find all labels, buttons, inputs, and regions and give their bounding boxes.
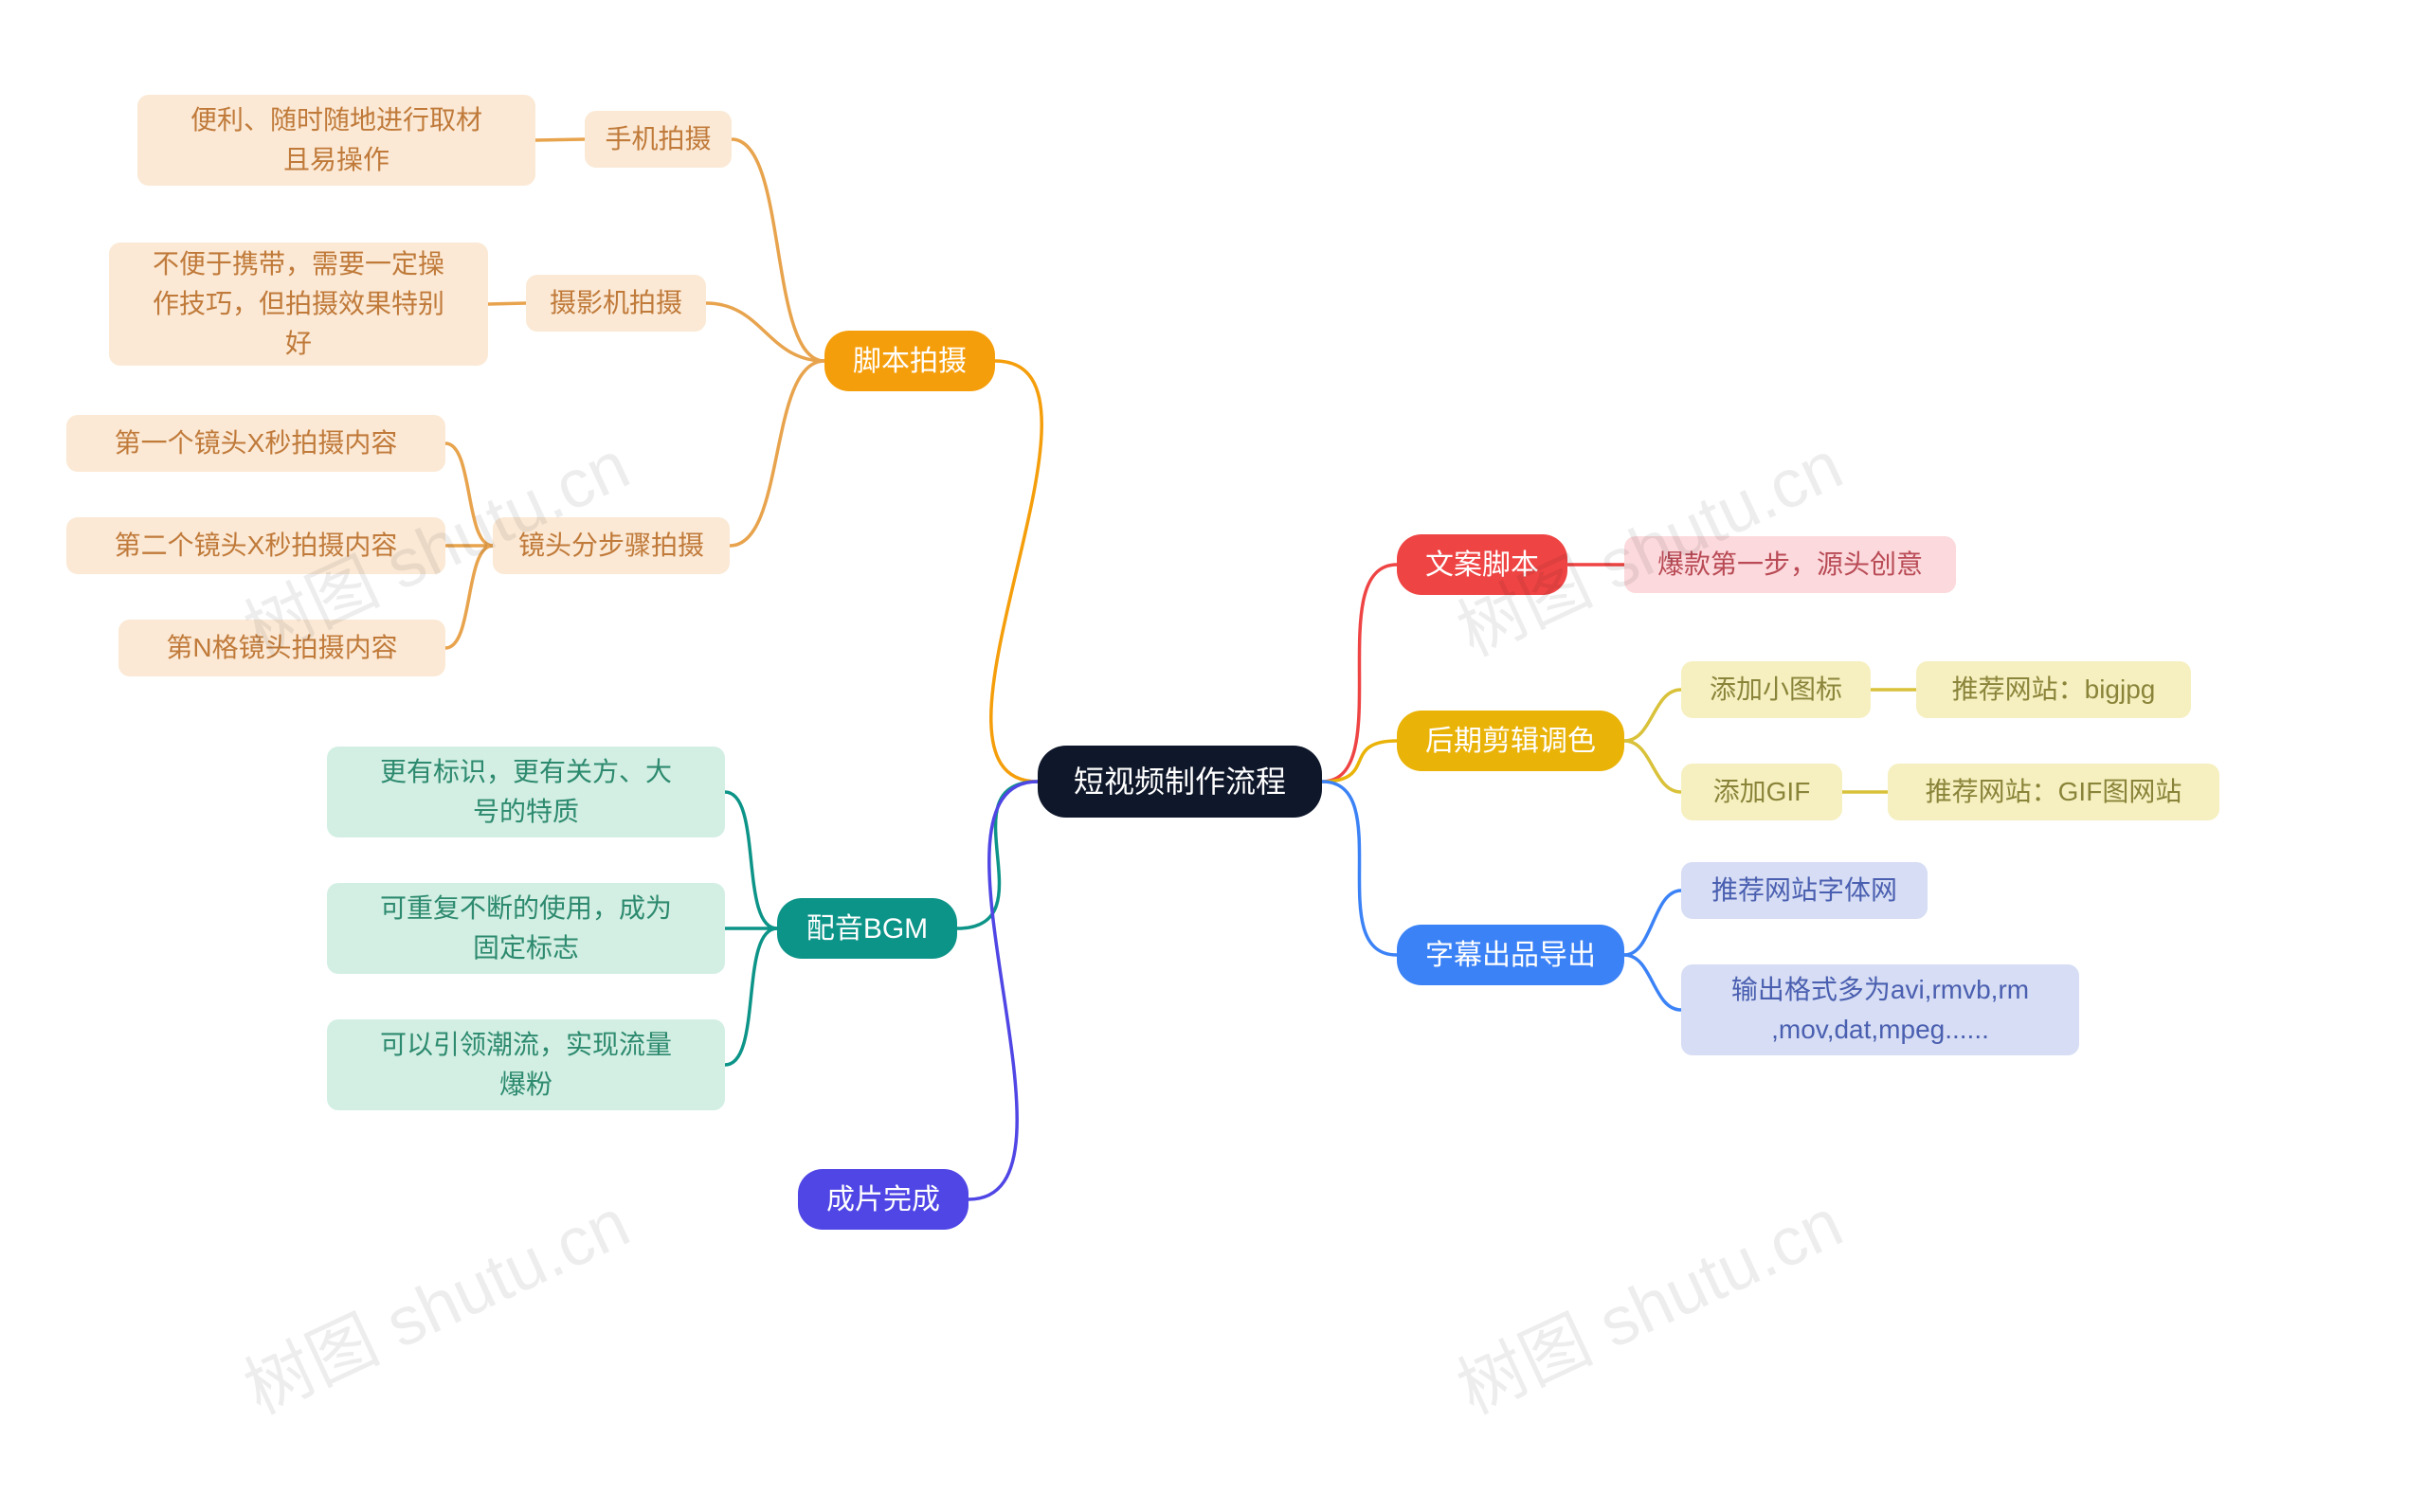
node-o_sub1[interactable]: 手机拍摄: [585, 111, 732, 168]
edge: [1624, 891, 1681, 955]
node-t_leaf2[interactable]: 可重复不断的使用，成为 固定标志: [327, 883, 725, 974]
edge: [1322, 565, 1397, 782]
edge: [445, 443, 493, 546]
edge: [732, 139, 824, 361]
watermark: 树图 shutu.cn: [226, 1168, 643, 1433]
edge: [706, 303, 824, 361]
watermark: 树图 shutu.cn: [1439, 1168, 1856, 1433]
edge: [1624, 741, 1681, 792]
node-t_leaf1[interactable]: 更有标识，更有关方、大 号的特质: [327, 747, 725, 837]
node-y_sub2[interactable]: 添加GIF: [1681, 764, 1842, 820]
edge: [1322, 782, 1397, 955]
node-red[interactable]: 文案脚本: [1397, 534, 1567, 595]
node-o_leaf3c[interactable]: 第N格镜头拍摄内容: [118, 620, 445, 676]
edge: [730, 361, 824, 546]
node-o_sub3[interactable]: 镜头分步骤拍摄: [493, 517, 730, 574]
edge: [445, 546, 493, 648]
node-t_leaf3[interactable]: 可以引领潮流，实现流量 爆粉: [327, 1019, 725, 1110]
node-y_leaf1[interactable]: 推荐网站：bigjpg: [1916, 661, 2191, 718]
edge: [725, 928, 777, 1065]
edge: [725, 792, 777, 928]
node-y_sub1[interactable]: 添加小图标: [1681, 661, 1871, 718]
edge: [1322, 741, 1397, 782]
node-root[interactable]: 短视频制作流程: [1038, 746, 1322, 818]
edge: [1624, 690, 1681, 741]
node-r_leaf[interactable]: 爆款第一步，源头创意: [1624, 536, 1956, 593]
edge: [488, 303, 526, 304]
node-o_sub2[interactable]: 摄影机拍摄: [526, 275, 706, 332]
node-o_leaf1[interactable]: 便利、随时随地进行取材 且易操作: [137, 95, 535, 186]
edge: [991, 361, 1041, 782]
edge: [1624, 955, 1681, 1010]
node-o_leaf3b[interactable]: 第二个镜头X秒拍摄内容: [66, 517, 445, 574]
node-blue[interactable]: 字幕出品导出: [1397, 925, 1624, 985]
node-teal[interactable]: 配音BGM: [777, 898, 957, 959]
node-o_leaf2[interactable]: 不便于携带，需要一定操 作技巧，但拍摄效果特别 好: [109, 243, 488, 366]
node-indigo[interactable]: 成片完成: [798, 1169, 969, 1230]
node-b_leaf2[interactable]: 输出格式多为avi,rmvb,rm ,mov,dat,mpeg......: [1681, 964, 2079, 1055]
edge: [957, 782, 1038, 928]
node-orange[interactable]: 脚本拍摄: [824, 331, 995, 391]
node-o_leaf3a[interactable]: 第一个镜头X秒拍摄内容: [66, 415, 445, 472]
node-yellow[interactable]: 后期剪辑调色: [1397, 711, 1624, 771]
edge: [969, 782, 1038, 1199]
edge: [535, 139, 585, 140]
node-b_leaf1[interactable]: 推荐网站字体网: [1681, 862, 1928, 919]
node-y_leaf2[interactable]: 推荐网站：GIF图网站: [1888, 764, 2219, 820]
